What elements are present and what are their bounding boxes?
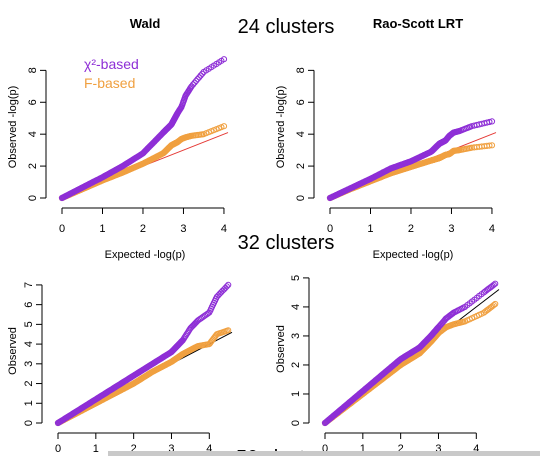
data-point	[225, 281, 232, 288]
y-tick-label: 8	[27, 67, 39, 73]
y-tick-label: 4	[290, 304, 302, 310]
y-tick-label: 8	[295, 67, 307, 73]
x-tick-label: 1	[367, 223, 373, 235]
x-axis-label: Expected -log(p)	[373, 249, 454, 261]
panel-title-right: Rao-Scott LRT	[373, 16, 463, 31]
y-tick-label: 7	[23, 282, 35, 288]
data-point	[194, 76, 201, 83]
data-point	[196, 74, 203, 81]
x-tick-label: 3	[168, 443, 174, 455]
data-point	[488, 142, 496, 149]
plot-panel-3: 0 1 2 3 4 0 1 2 3 4 5 Observed	[275, 275, 500, 455]
data-point	[188, 83, 195, 90]
x-tick-label: 0	[59, 223, 65, 235]
x-tick-label: 3	[180, 223, 186, 235]
data-point	[492, 300, 499, 308]
y-tick-label: 4	[23, 341, 35, 347]
y-tick-label: 0	[27, 195, 39, 201]
plot-panel-0: 0 1 2 3 4 0 2 4 6 8 Expected -log(p) Observed -log(…	[7, 56, 229, 261]
x-tick-label: 2	[131, 443, 137, 455]
x-tick-label: 2	[408, 223, 414, 235]
x-tick-label: 1	[99, 223, 105, 235]
y-axis-label: Observed -log(p)	[7, 86, 19, 169]
plot-panel-2: 0 1 2 3 4 0 1 2 3 4 5 6 7 Observed	[7, 281, 233, 455]
data-point	[490, 302, 497, 309]
y-tick-label: 5	[23, 321, 35, 327]
plot-panel-1: 0 1 2 3 4 0 2 4 6 8 Expected -log(p) Observed -log(…	[275, 67, 497, 261]
x-tick-label: 2	[398, 443, 404, 455]
x-tick-label: 2	[140, 223, 146, 235]
data-point	[486, 142, 493, 149]
legend: χ²-based F-based	[84, 56, 139, 91]
y-tick-label: 2	[295, 163, 307, 169]
horizontal-scrollbar[interactable]	[108, 451, 540, 456]
data-point	[490, 281, 497, 288]
x-tick-label: 3	[448, 223, 454, 235]
y-tick-label: 2	[23, 380, 35, 386]
x-tick-label: 0	[322, 443, 328, 455]
x-tick-label: 4	[206, 443, 212, 455]
panel-title-left: Wald	[130, 16, 161, 31]
x-tick-label: 3	[435, 443, 441, 455]
plots: 0 1 2 3 4 0 2 4 6 8 Expected -log(p) Observed -log(…	[7, 56, 500, 455]
y-tick-label: 5	[290, 275, 302, 281]
data-point	[486, 118, 493, 126]
data-point	[225, 327, 232, 334]
section-label-24: 24 clusters	[238, 16, 335, 38]
y-tick-label: 6	[295, 99, 307, 105]
y-tick-label: 1	[290, 391, 302, 397]
y-axis-label: Observed	[275, 325, 287, 373]
data-point	[488, 118, 496, 125]
y-tick-label: 2	[290, 362, 302, 368]
y-axis-label: Observed -log(p)	[275, 86, 287, 169]
y-tick-label: 6	[23, 302, 35, 308]
legend-chi: χ²-based	[84, 56, 139, 72]
x-tick-label: 4	[473, 443, 479, 455]
y-tick-label: 2	[27, 163, 39, 169]
data-point	[199, 70, 206, 77]
y-tick-label: 1	[23, 400, 35, 406]
data-point	[220, 123, 228, 130]
y-tick-label: 3	[290, 333, 302, 339]
legend-f: F-based	[84, 75, 135, 91]
x-tick-label: 1	[93, 443, 99, 455]
x-tick-label: 0	[327, 223, 333, 235]
x-tick-label: 0	[55, 443, 61, 455]
data-point	[193, 77, 200, 85]
y-tick-label: 3	[23, 361, 35, 367]
y-tick-label: 0	[23, 420, 35, 426]
y-tick-label: 4	[27, 131, 39, 137]
x-tick-label: 4	[489, 223, 495, 235]
x-axis-label: Expected -log(p)	[105, 249, 186, 261]
y-tick-label: 4	[295, 131, 307, 137]
data-point	[190, 81, 197, 88]
y-tick-label: 0	[295, 195, 307, 201]
data-point	[220, 56, 228, 63]
x-tick-label: 4	[221, 223, 227, 235]
y-tick-label: 0	[290, 420, 302, 426]
y-tick-label: 6	[27, 99, 39, 105]
data-point	[492, 280, 499, 287]
y-axis-label: Observed	[7, 327, 19, 375]
section-label-32: 32 clusters	[238, 232, 335, 254]
data-point	[197, 72, 204, 79]
data-point	[191, 79, 198, 86]
x-tick-label: 1	[360, 443, 366, 455]
data-point	[223, 283, 230, 290]
